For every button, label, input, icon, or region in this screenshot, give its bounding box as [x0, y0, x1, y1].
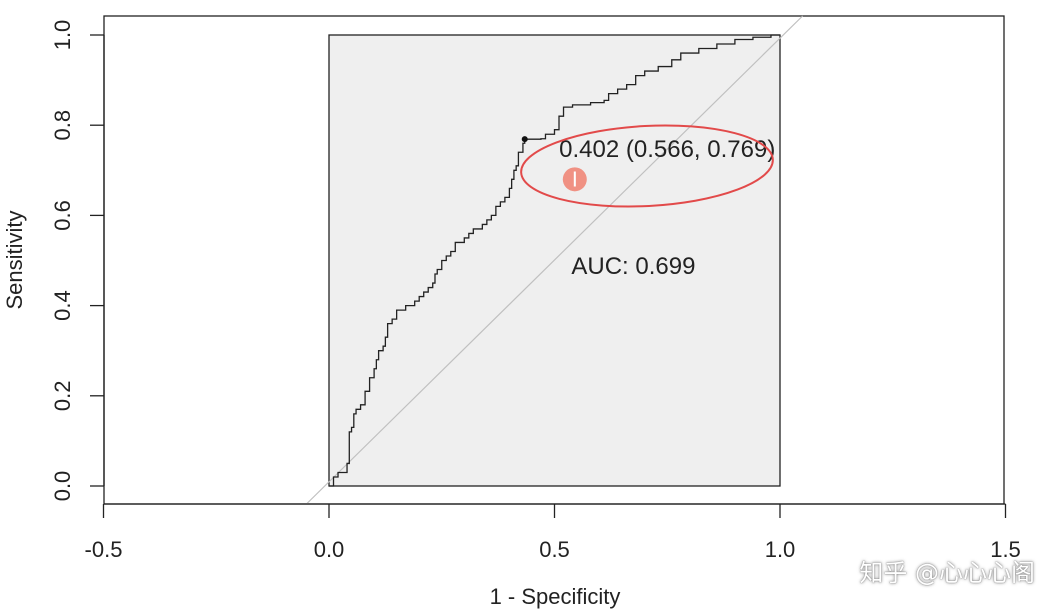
y-tick-label: 1.0: [50, 20, 75, 51]
x-tick-label: -0.5: [85, 537, 123, 562]
roc-plot-region: [328, 34, 781, 487]
x-tick-label: 0.0: [314, 537, 345, 562]
highlight-ellipse: [520, 124, 774, 208]
x-tick-label: 1.5: [990, 537, 1021, 562]
y-tick-label: 0.0: [50, 471, 75, 502]
y-tick-label: 0.8: [50, 110, 75, 141]
y-tick-label: 0.2: [50, 381, 75, 412]
cursor-icon: I: [562, 167, 587, 192]
y-axis: 0.0 0.2 0.4 0.6 0.8 1.0: [50, 20, 105, 502]
y-tick-label: 0.4: [50, 290, 75, 321]
roc-curve: [329, 34, 780, 487]
reference-diagonal: [306, 15, 803, 505]
cursor-highlight-dot: [562, 167, 587, 192]
best-threshold-point: [521, 136, 528, 143]
y-axis-title: Sensitivity: [2, 210, 27, 309]
threshold-label: 0.402 (0.566, 0.769): [559, 136, 775, 163]
watermark-text: 知乎 @心心心阁: [859, 559, 1035, 587]
x-axis-title: 1 - Specificity: [490, 584, 621, 609]
auc-label: AUC: 0.699: [571, 253, 695, 280]
x-tick-label: 0.5: [539, 537, 570, 562]
x-axis: -0.5 0.0 0.5 1.0 1.5: [85, 503, 1021, 562]
x-tick-label: 1.0: [765, 537, 796, 562]
y-tick-label: 0.6: [50, 200, 75, 231]
ibeam-cursor-icon: I: [572, 167, 578, 191]
